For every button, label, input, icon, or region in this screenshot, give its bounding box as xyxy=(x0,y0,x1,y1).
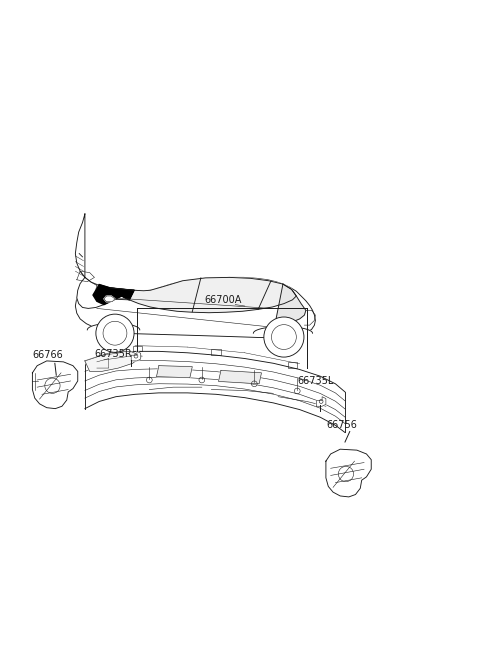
Polygon shape xyxy=(326,449,371,497)
Circle shape xyxy=(264,317,304,357)
Polygon shape xyxy=(75,214,315,337)
Text: 66700A: 66700A xyxy=(204,295,242,305)
Text: 66766: 66766 xyxy=(33,350,63,360)
Polygon shape xyxy=(253,327,312,333)
Polygon shape xyxy=(85,351,345,432)
Polygon shape xyxy=(218,371,262,384)
Text: 66756: 66756 xyxy=(326,420,357,430)
Polygon shape xyxy=(156,365,192,378)
Text: 66735R: 66735R xyxy=(95,349,132,359)
Polygon shape xyxy=(87,323,140,330)
Polygon shape xyxy=(77,277,134,309)
Polygon shape xyxy=(99,284,134,300)
Bar xyxy=(132,346,142,351)
Polygon shape xyxy=(276,284,306,323)
Circle shape xyxy=(96,314,134,352)
Polygon shape xyxy=(93,284,134,305)
Polygon shape xyxy=(121,277,296,312)
Polygon shape xyxy=(316,397,326,406)
Polygon shape xyxy=(131,351,141,361)
Polygon shape xyxy=(33,361,78,409)
Text: 66735L: 66735L xyxy=(297,376,334,386)
Bar xyxy=(211,350,221,355)
Polygon shape xyxy=(104,296,115,302)
Bar xyxy=(288,362,297,368)
Polygon shape xyxy=(85,351,142,371)
